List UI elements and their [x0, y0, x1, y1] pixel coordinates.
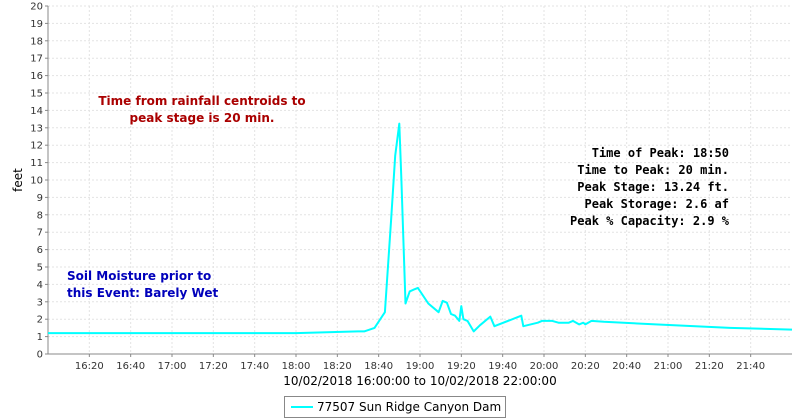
y-tick-label: 8 [37, 210, 43, 221]
annotation-soil-line-2: this Event: Barely Wet [67, 286, 218, 300]
x-tick-label: 20:40 [612, 361, 641, 372]
y-tick-label: 7 [37, 228, 43, 239]
y-tick-label: 13 [30, 123, 43, 134]
legend: 77507 Sun Ridge Canyon Dam [284, 396, 506, 418]
annotation-time-of-peak: Time of Peak: 18:50 [592, 146, 729, 160]
x-tick-label: 16:20 [75, 361, 104, 372]
annotation-peak-capacity: Peak % Capacity: 2.9 % [570, 214, 730, 228]
y-tick-label: 11 [30, 158, 43, 169]
x-tick-label: 17:20 [199, 361, 228, 372]
x-tick-label: 19:40 [488, 361, 517, 372]
y-tick-label: 15 [30, 89, 43, 100]
y-tick-label: 14 [30, 106, 43, 117]
y-tick-label: 20 [30, 2, 43, 13]
y-tick-label: 19 [30, 19, 43, 30]
y-tick-label: 5 [37, 263, 43, 274]
x-tick-label: 18:40 [364, 361, 393, 372]
x-tick-label: 21:40 [736, 361, 765, 372]
y-tick-label: 16 [30, 71, 43, 82]
annotation-centroid-line-2: peak stage is 20 min. [130, 111, 275, 125]
annotation-soil-line-1: Soil Moisture prior to [67, 269, 211, 283]
grid-lines [48, 5, 792, 354]
y-tick-label: 9 [37, 193, 43, 204]
x-tick-label: 19:20 [447, 361, 476, 372]
annotation-peak-stage: Peak Stage: 13.24 ft. [577, 180, 729, 194]
legend-swatch [291, 406, 313, 408]
x-tick-labels: 16:20 16:40 17:00 17:20 17:40 18:00 18:20 18:40… [75, 361, 765, 372]
annotation-peak-storage: Peak Storage: 2.6 af [585, 197, 730, 211]
x-tick-label: 19:00 [406, 361, 435, 372]
y-axis-label: feet [11, 168, 25, 192]
legend-label: 77507 Sun Ridge Canyon Dam [317, 400, 502, 414]
series-line-0 [48, 122, 793, 335]
x-tick-label: 18:00 [282, 361, 311, 372]
y-tick-label: 2 [37, 315, 43, 326]
y-tick-label: 6 [37, 245, 43, 256]
x-tick-label: 17:40 [240, 361, 269, 372]
y-tick-label: 10 [30, 176, 43, 187]
x-tick-label: 18:20 [323, 361, 352, 372]
y-tick-label: 1 [37, 332, 43, 343]
y-tick-label: 17 [30, 54, 43, 65]
annotation-centroid-line-1: Time from rainfall centroids to [98, 94, 305, 108]
x-tick-label: 16:40 [116, 361, 145, 372]
y-tick-label: 12 [30, 141, 43, 152]
x-tick-label: 21:20 [695, 361, 724, 372]
x-tick-label: 17:00 [158, 361, 187, 372]
series-layer [48, 122, 793, 335]
x-tick-label: 20:00 [530, 361, 559, 372]
x-tick-label: 20:20 [571, 361, 600, 372]
y-tick-label: 0 [37, 350, 43, 361]
y-tick-label: 4 [37, 280, 43, 291]
y-tick-label: 18 [30, 36, 43, 47]
axes [45, 5, 792, 357]
y-tick-label: 3 [37, 297, 43, 308]
x-axis-label: 10/02/2018 16:00:00 to 10/02/2018 22:00:… [283, 374, 556, 388]
x-tick-label: 21:00 [654, 361, 683, 372]
annotation-time-to-peak: Time to Peak: 20 min. [577, 163, 729, 177]
